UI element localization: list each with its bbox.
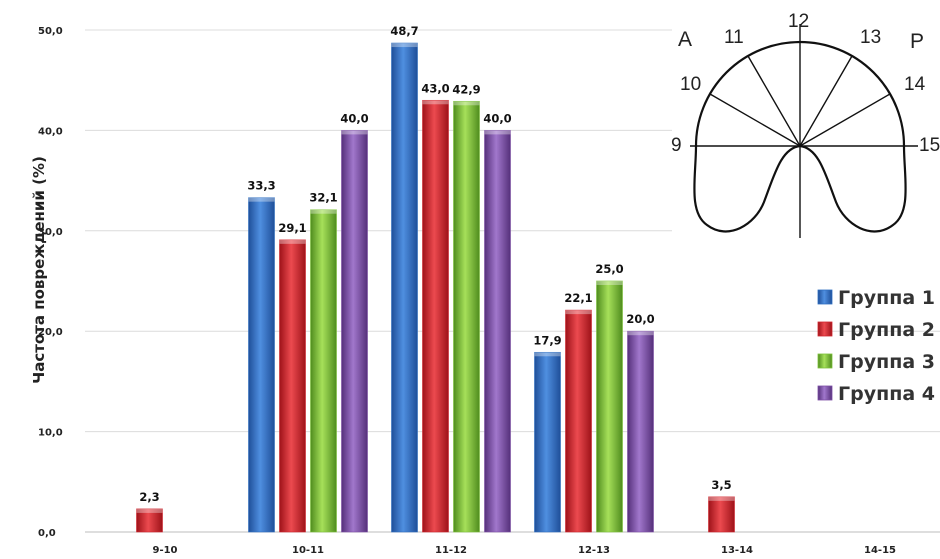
bar xyxy=(627,330,654,533)
bar-highlight xyxy=(627,331,654,336)
x-axis: 9-10 10-11 11-12 12-13 13-14 14-15 xyxy=(152,545,896,556)
diagram-label-12: 12 xyxy=(788,11,809,32)
bar-highlight xyxy=(596,281,623,285)
bar xyxy=(391,42,418,533)
bar xyxy=(248,197,275,533)
diagram-label-13: 13 xyxy=(860,27,881,48)
data-label: 2,3 xyxy=(139,490,159,504)
bar xyxy=(310,209,337,533)
data-label: 3,5 xyxy=(711,478,731,492)
bar-highlight xyxy=(422,100,449,105)
data-label: 42,9 xyxy=(452,82,480,96)
diagram-letter-p: P xyxy=(910,30,924,53)
diagram-label-11: 11 xyxy=(724,27,744,48)
legend-swatch xyxy=(817,353,833,369)
diagram-radius-13 xyxy=(799,55,853,147)
legend-label: Группа 2 xyxy=(838,319,935,341)
bar-highlight xyxy=(341,130,368,135)
bar xyxy=(453,100,480,533)
bar xyxy=(341,130,368,533)
gridlines xyxy=(85,29,940,533)
bar-highlight xyxy=(534,352,561,357)
bar-highlight xyxy=(279,239,306,244)
x-tick-label: 13-14 xyxy=(721,545,753,556)
data-label: 40,0 xyxy=(483,111,511,125)
diagram-label-9: 9 xyxy=(671,135,682,156)
bar xyxy=(534,351,561,533)
legend-label: Группа 1 xyxy=(838,287,935,309)
bars xyxy=(136,42,735,533)
diagram-letter-a: A xyxy=(678,28,692,51)
bar xyxy=(279,239,306,533)
diagram-radius-14 xyxy=(799,93,891,147)
y-tick-label: 0,0 xyxy=(38,528,56,539)
bar xyxy=(708,496,735,533)
legend-label: Группа 4 xyxy=(838,383,935,405)
bar-highlight xyxy=(248,197,275,202)
y-axis: 0,0 10,0 20,0 30,0 40,0 50,0 xyxy=(38,26,63,539)
y-tick-label: 20,0 xyxy=(38,327,63,338)
diagram-label-15: 15 xyxy=(919,135,940,156)
bar-highlight xyxy=(708,496,735,501)
bar xyxy=(136,508,163,533)
diagram-label-10: 10 xyxy=(680,74,701,95)
diagram-radius-11 xyxy=(747,55,801,147)
y-tick-label: 30,0 xyxy=(38,227,63,238)
bar xyxy=(484,130,511,533)
x-tick-label: 14-15 xyxy=(864,545,896,556)
bar xyxy=(596,280,623,533)
data-label: 33,3 xyxy=(247,179,275,193)
diagram-label-14: 14 xyxy=(904,74,926,95)
data-label: 43,0 xyxy=(421,81,449,95)
bar xyxy=(565,309,592,533)
sector-diagram: A P 9 10 11 12 13 14 15 xyxy=(671,8,940,246)
bar-highlight xyxy=(310,209,337,214)
y-tick-label: 10,0 xyxy=(38,428,63,439)
x-tick-label: 12-13 xyxy=(578,545,610,556)
bar-highlight xyxy=(136,508,163,513)
y-tick-label: 50,0 xyxy=(38,26,63,37)
bar xyxy=(422,99,449,533)
data-label: 20,0 xyxy=(626,312,654,326)
legend-swatch xyxy=(817,385,833,401)
bar-highlight xyxy=(484,130,511,135)
data-label: 40,0 xyxy=(340,111,368,125)
y-tick-label: 40,0 xyxy=(38,126,63,137)
x-tick-label: 11-12 xyxy=(435,545,467,556)
x-tick-label: 9-10 xyxy=(152,545,177,556)
data-label: 22,1 xyxy=(564,291,592,305)
legend: Группа 1 Группа 2 Группа 3 Группа 4 xyxy=(817,287,935,405)
legend-swatch xyxy=(817,289,833,305)
data-label: 48,7 xyxy=(390,24,418,38)
data-labels: 2,3 33,3 29,1 32,1 40,0 48,7 43,0 42,9 40,0 17,9 2… xyxy=(139,24,731,504)
diagram-radius-10 xyxy=(709,93,801,147)
y-axis-label: Частота повреждений (%) xyxy=(30,156,48,384)
bar-highlight xyxy=(453,101,480,106)
data-label: 29,1 xyxy=(278,221,306,235)
data-label: 17,9 xyxy=(533,333,561,347)
bar-highlight xyxy=(391,43,418,48)
x-tick-label: 10-11 xyxy=(292,545,324,556)
legend-label: Группа 3 xyxy=(838,351,935,373)
bar-highlight xyxy=(565,310,592,315)
data-label: 25,0 xyxy=(595,262,623,276)
legend-swatch xyxy=(817,321,833,337)
data-label: 32,1 xyxy=(309,191,337,205)
